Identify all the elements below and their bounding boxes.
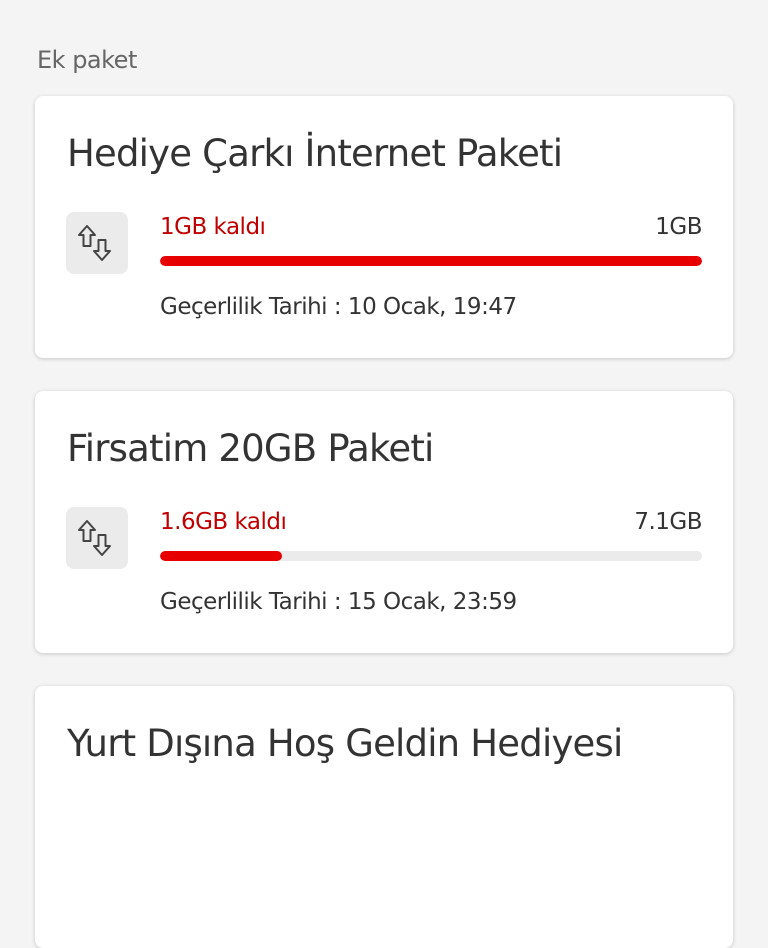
section-title: Ek paket — [37, 46, 137, 74]
usage-progress-bar — [160, 551, 702, 561]
total-amount: 1GB — [655, 214, 702, 240]
package-title: Hediye Çarkı İnternet Paketi — [67, 132, 563, 175]
usage-progress-fill — [160, 551, 282, 561]
remaining-amount: 1.6GB kaldı — [160, 509, 287, 535]
remaining-amount: 1GB kaldı — [160, 214, 266, 240]
usage-progress-fill — [160, 256, 702, 266]
data-transfer-arrows-icon — [66, 212, 128, 274]
validity-date: Geçerlilik Tarihi : 15 Ocak, 23:59 — [160, 589, 517, 615]
package-card[interactable]: Yurt Dışına Hoş Geldin Hediyesi — [35, 686, 733, 948]
validity-date: Geçerlilik Tarihi : 10 Ocak, 19:47 — [160, 294, 517, 320]
package-title: Yurt Dışına Hoş Geldin Hediyesi — [67, 722, 623, 765]
package-title: Firsatim 20GB Paketi — [67, 427, 434, 470]
package-card[interactable]: Hediye Çarkı İnternet Paketi 1GB kaldı 1… — [35, 96, 733, 358]
usage-progress-bar — [160, 256, 702, 266]
data-transfer-arrows-icon — [66, 507, 128, 569]
package-card[interactable]: Firsatim 20GB Paketi 1.6GB kaldı 7.1GB G… — [35, 391, 733, 653]
total-amount: 7.1GB — [634, 509, 702, 535]
